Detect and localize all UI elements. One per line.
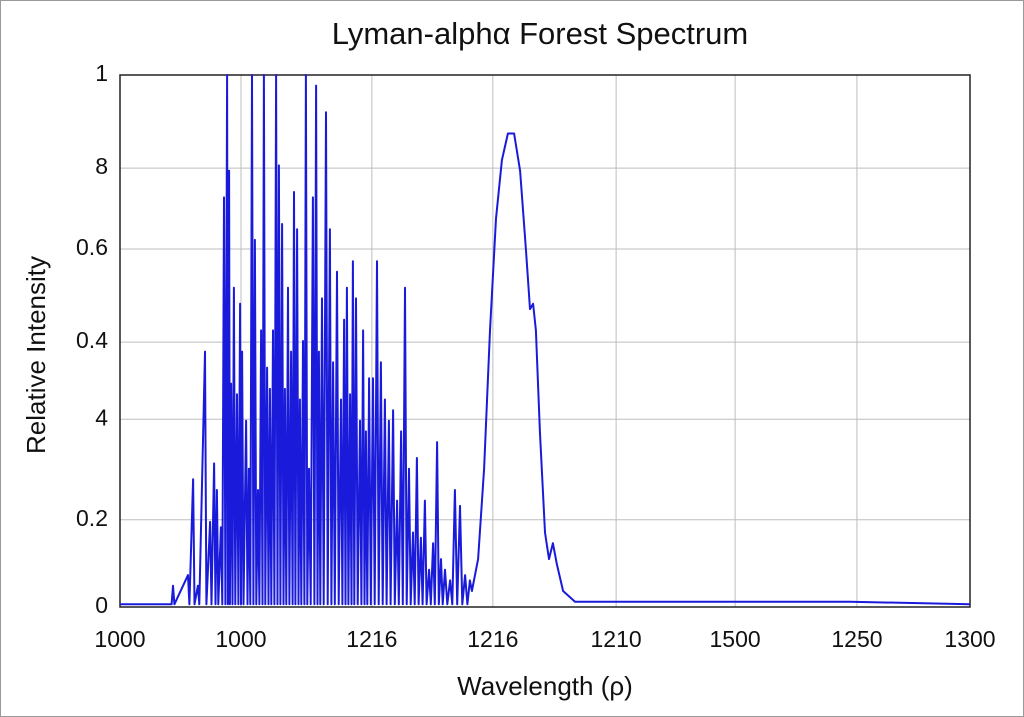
y-tick-label: 1 xyxy=(95,60,108,86)
spectrum-line xyxy=(120,74,971,606)
x-tick-label: 1300 xyxy=(944,626,995,652)
x-tick-label: 1000 xyxy=(94,626,145,652)
x-tick-label: 1216 xyxy=(467,626,518,652)
chart-title: Lyman-alphα Forest Spectrum xyxy=(332,16,749,51)
x-tick-label: 1216 xyxy=(346,626,397,652)
y-axis-label: Relative Intensity xyxy=(21,256,51,454)
y-tick-label: 8 xyxy=(95,153,108,179)
x-tick-label: 1500 xyxy=(710,626,761,652)
x-tick-label: 1210 xyxy=(591,626,642,652)
y-tick-label: 0 xyxy=(95,592,108,618)
x-tick-label: 1250 xyxy=(831,626,882,652)
y-tick-label: 0.4 xyxy=(76,327,108,353)
x-tick-label: 1000 xyxy=(215,626,266,652)
y-tick-label: 0.2 xyxy=(76,505,108,531)
plot-frame xyxy=(119,74,971,608)
x-axis-label: Wavelength (ρ) xyxy=(457,671,633,701)
y-tick-label: 4 xyxy=(95,404,108,430)
y-tick-label: 0.6 xyxy=(76,234,108,260)
